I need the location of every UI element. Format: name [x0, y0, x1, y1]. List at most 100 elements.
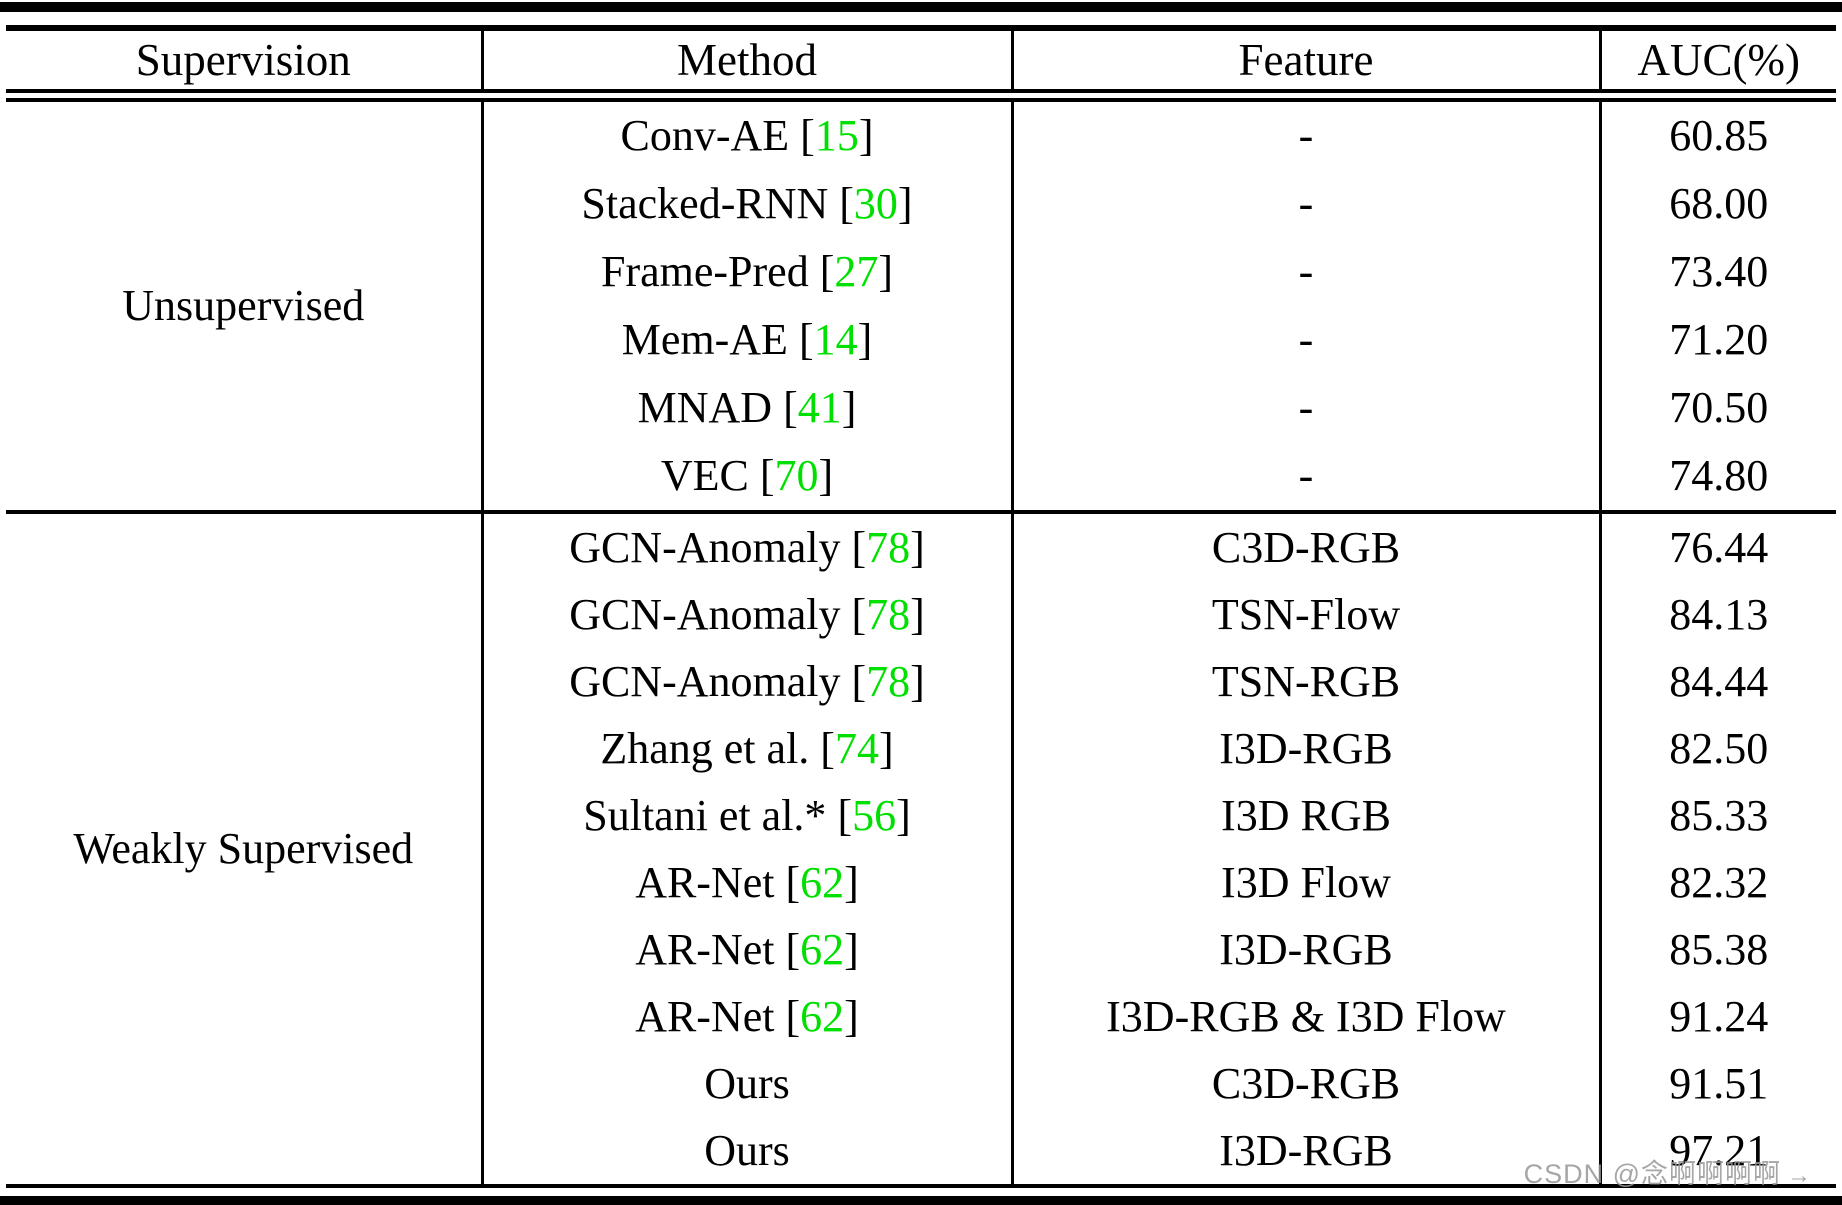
citation-number: 14	[813, 315, 858, 364]
feature-cell: I3D-RGB	[1010, 1117, 1600, 1186]
method-cell: GCN-Anomaly [78]	[480, 581, 1012, 648]
auc-cell: 84.44	[1598, 648, 1836, 715]
method-cell: Sultani et al.* [56]	[480, 782, 1012, 849]
citation-number: 62	[800, 924, 845, 974]
header-row: Supervision Method Feature AUC(%)	[6, 28, 1836, 102]
csdn-watermark: CSDN @念啊啊啊啊 →	[1524, 1158, 1812, 1191]
method-name: AR-Net	[635, 857, 775, 907]
method-name: Ours	[704, 1125, 790, 1175]
method-cell: Ours	[480, 1117, 1012, 1186]
auc-cell: 91.24	[1598, 983, 1836, 1050]
table-row: AR-Net [62] I3D-RGB & I3D Flow 91.24	[6, 983, 1836, 1050]
method-cell: Stacked-RNN [30]	[480, 170, 1012, 238]
auc-cell: 85.38	[1598, 916, 1836, 983]
method-cell: VEC [70]	[480, 442, 1012, 512]
table-row: Stacked-RNN [30] -68.00	[6, 170, 1836, 238]
column-header-auc: AUC(%)	[1598, 28, 1836, 102]
method-name: GCN-Anomaly	[569, 589, 841, 639]
method-name: Sultani et al.*	[583, 790, 827, 840]
auc-cell: 71.20	[1598, 306, 1836, 374]
method-name: AR-Net	[635, 924, 775, 974]
table-row: GCN-Anomaly [78] TSN-Flow 84.13	[6, 581, 1836, 648]
method-name: AR-Net	[635, 991, 775, 1041]
results-table: Supervision Method Feature AUC(%) Unsupe…	[6, 25, 1836, 1188]
citation-number: 78	[866, 522, 911, 572]
feature-cell: -	[1010, 238, 1600, 306]
bottom-thick-rule	[0, 1196, 1842, 1205]
auc-cell: 68.00	[1598, 170, 1836, 238]
citation-number: 30	[853, 179, 898, 228]
auc-cell: 74.80	[1598, 442, 1836, 512]
method-cell: MNAD [41]	[480, 374, 1012, 442]
auc-cell: 84.13	[1598, 581, 1836, 648]
method-cell: AR-Net [62]	[480, 849, 1012, 916]
method-name: Ours	[704, 1058, 790, 1108]
method-name: Conv-AE	[620, 111, 790, 160]
feature-cell: I3D-RGB & I3D Flow	[1010, 983, 1600, 1050]
supervision-cell: Unsupervised	[122, 281, 365, 330]
feature-cell: TSN-Flow	[1010, 581, 1600, 648]
method-name: GCN-Anomaly	[569, 522, 841, 572]
method-cell: Mem-AE [14]	[480, 306, 1012, 374]
auc-cell: 82.50	[1598, 715, 1836, 782]
table-row: Unsupervised Conv-AE [15] -60.85	[6, 95, 1836, 327]
column-header-supervision: Supervision	[6, 28, 482, 102]
feature-cell: I3D-RGB	[1010, 715, 1600, 782]
feature-cell: I3D-RGB	[1010, 916, 1600, 983]
method-cell: GCN-Anomaly [78]	[480, 510, 1012, 581]
citation-number: 70	[774, 451, 819, 500]
table-row: Ours C3D-RGB 91.51	[6, 1050, 1836, 1117]
citation-number: 62	[800, 857, 845, 907]
column-header-method: Method	[480, 28, 1012, 102]
citation-number: 15	[814, 111, 859, 160]
auc-cell: 85.33	[1598, 782, 1836, 849]
method-name: Mem-AE	[621, 315, 788, 364]
citation-number: 74	[834, 723, 879, 773]
table-row: AR-Net [62] I3D Flow 82.32	[6, 849, 1836, 916]
citation-number: 56	[852, 790, 897, 840]
method-cell: Frame-Pred [27]	[480, 238, 1012, 306]
feature-cell: -	[1010, 306, 1600, 374]
method-cell: AR-Net [62]	[480, 916, 1012, 983]
auc-cell: 70.50	[1598, 374, 1836, 442]
auc-cell: 91.51	[1598, 1050, 1836, 1117]
method-cell: GCN-Anomaly [78]	[480, 648, 1012, 715]
feature-cell: -	[1010, 374, 1600, 442]
feature-cell: -	[1010, 442, 1600, 512]
auc-cell: 82.32	[1598, 849, 1836, 916]
auc-cell: 60.85	[1598, 95, 1836, 170]
method-cell: AR-Net [62]	[480, 983, 1012, 1050]
feature-cell: -	[1010, 95, 1600, 170]
table-row: Ours I3D-RGB 97.21	[6, 1117, 1836, 1186]
method-name: GCN-Anomaly	[569, 656, 841, 706]
citation-number: 41	[797, 383, 842, 432]
top-thick-rule	[0, 2, 1842, 12]
feature-cell: C3D-RGB	[1010, 1050, 1600, 1117]
table-body: Unsupervised Conv-AE [15] -60.85 Stacked-RN…	[6, 95, 1836, 1186]
table-row: AR-Net [62] I3D-RGB 85.38	[6, 916, 1836, 983]
method-name: MNAD	[637, 383, 773, 432]
table-row: Sultani et al.* [56] I3D RGB 85.33	[6, 782, 1836, 849]
supervision-cell: Weakly Supervised	[6, 510, 482, 1186]
table-row: Frame-Pred [27] -73.40	[6, 238, 1836, 306]
citation-number: 62	[800, 991, 845, 1041]
table-row: Zhang et al. [74] I3D-RGB 82.50	[6, 715, 1836, 782]
method-cell: Zhang et al. [74]	[480, 715, 1012, 782]
watermark-arrow-icon: →	[1787, 1162, 1812, 1189]
auc-cell: 76.44	[1598, 510, 1836, 581]
feature-cell: I3D RGB	[1010, 782, 1600, 849]
method-cell: Conv-AE [15]	[480, 95, 1012, 170]
method-name: Zhang et al.	[600, 723, 810, 773]
feature-cell: I3D Flow	[1010, 849, 1600, 916]
auc-cell: 73.40	[1598, 238, 1836, 306]
table-row: Weakly Supervised GCN-Anomaly [78] C3D-RGB…	[6, 510, 1836, 1186]
table-row: Mem-AE [14] -71.20	[6, 306, 1836, 374]
table-row: MNAD [41] -70.50	[6, 374, 1836, 442]
method-cell: Ours	[480, 1050, 1012, 1117]
method-name: Stacked-RNN	[581, 179, 829, 228]
watermark-text: CSDN @念啊啊啊啊	[1523, 1159, 1781, 1189]
citation-number: 27	[834, 247, 879, 296]
column-header-feature: Feature	[1010, 28, 1600, 102]
method-name: VEC	[660, 451, 749, 500]
